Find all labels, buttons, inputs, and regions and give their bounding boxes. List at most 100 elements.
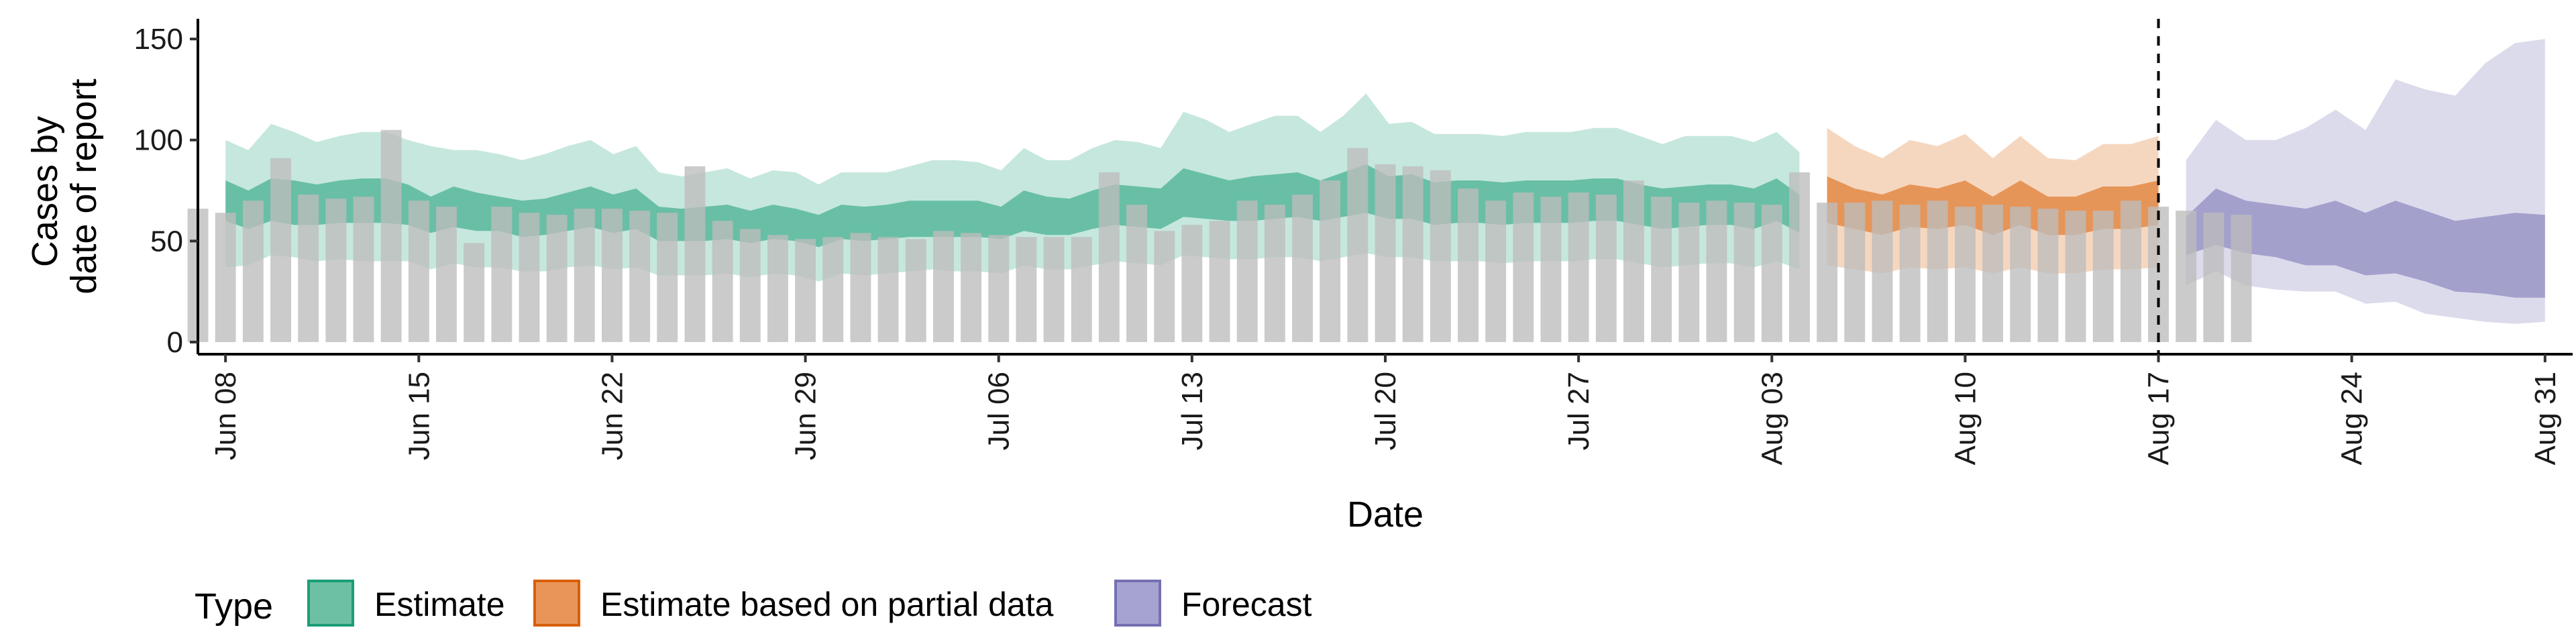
x-tick-label: Aug 24 — [2336, 372, 2369, 465]
reported-case-bar — [1513, 193, 1534, 342]
x-axis-ticks: Jun 08 Jun 15 Jun 22 Jun 29 Jul 06 Jul 13 Jul … — [209, 354, 2562, 465]
reported-case-bar — [1043, 237, 1065, 342]
reported-case-bar — [215, 213, 236, 342]
x-tick-label: Aug 17 — [2143, 372, 2176, 465]
reported-case-bar — [2037, 209, 2059, 342]
reported-case-bar — [464, 243, 485, 342]
reported-case-bar — [1595, 195, 1617, 342]
axes: 0 50 100 150 Jun 08 Jun 15 Jun 22 Jun 29 Jul 06… — [134, 19, 2573, 465]
reported-case-bar — [242, 201, 264, 342]
x-tick-label: Jul 20 — [1369, 372, 1402, 450]
reported-case-bar — [1347, 148, 1368, 343]
reported-case-bar — [519, 213, 540, 342]
x-tick-label: Aug 31 — [2529, 372, 2562, 465]
y-tick-label: 100 — [134, 124, 183, 157]
reported-case-bar — [2092, 211, 2114, 342]
reported-case-bar — [1181, 225, 1203, 342]
x-tick-label: Jun 15 — [402, 372, 435, 460]
reported-case-bar — [2176, 211, 2197, 342]
reported-case-bar — [795, 239, 816, 342]
reported-case-bar — [1071, 237, 1092, 342]
reported-case-bar — [1678, 203, 1700, 342]
reported-case-bar — [961, 233, 981, 342]
x-tick-label: Jun 22 — [596, 372, 629, 460]
y-axis-title-line-1: Cases by — [25, 116, 65, 267]
reported-case-bar — [2065, 211, 2086, 342]
reported-case-bar — [2231, 215, 2252, 342]
reported-case-bar — [408, 201, 429, 342]
x-tick-label: Aug 03 — [1756, 372, 1788, 465]
reported-case-bar — [1430, 170, 1451, 342]
reported-case-bar — [988, 235, 1010, 342]
x-tick-label: Jun 29 — [790, 372, 822, 460]
reported-case-bar — [1098, 172, 1120, 342]
reported-case-bar — [1485, 201, 1507, 342]
reported-case-bars — [187, 129, 2252, 343]
y-axis-ticks: 0 50 100 150 — [134, 23, 198, 359]
reported-case-bar — [1982, 205, 2003, 342]
reported-case-bar — [436, 207, 457, 342]
reported-case-bar — [2203, 213, 2224, 342]
reported-case-bar — [905, 239, 926, 342]
reported-case-bar — [1927, 201, 1948, 342]
reported-case-bar — [933, 231, 954, 342]
reported-case-bar — [1844, 203, 1866, 342]
x-tick-label: Aug 10 — [1949, 372, 1982, 465]
x-tick-label: Jul 06 — [983, 372, 1016, 450]
reported-case-bar — [767, 235, 788, 342]
reported-case-bar — [353, 197, 374, 342]
reported-case-bar — [629, 211, 651, 342]
reported-case-bar — [602, 209, 623, 342]
reported-case-bar — [850, 233, 871, 342]
x-tick-label: Jun 08 — [209, 372, 242, 460]
x-tick-label: Jul 27 — [1562, 372, 1595, 450]
reported-case-bar — [739, 229, 761, 342]
reported-case-bar — [1375, 164, 1396, 342]
reported-case-bar — [822, 237, 844, 342]
x-axis-title: Date — [1347, 494, 1424, 535]
reported-case-bar — [325, 199, 347, 342]
reported-case-bar — [1899, 205, 1921, 342]
y-axis-title-line-2: date of report — [64, 78, 104, 294]
reported-case-bar — [270, 158, 291, 342]
reported-case-bar — [684, 166, 706, 342]
reported-case-bar — [1292, 195, 1313, 342]
reported-case-bar — [546, 215, 568, 342]
forecast-band-50 — [2186, 189, 2545, 298]
y-axis-title: Cases by date of report — [25, 78, 104, 294]
reported-case-bar — [1236, 201, 1258, 342]
reported-case-bar — [1154, 231, 1175, 342]
reported-case-bar — [877, 237, 899, 342]
reported-case-bar — [1817, 203, 1838, 342]
reported-case-bar — [1126, 205, 1147, 342]
reported-case-bar — [1651, 197, 1672, 342]
y-tick-label: 150 — [134, 23, 183, 56]
legend-items: Estimate Estimate based on partial data Fo… — [307, 580, 1312, 627]
reported-case-bar — [1540, 197, 1562, 342]
reported-case-bar — [1872, 201, 1893, 342]
reported-case-bar — [1320, 180, 1341, 342]
legend-item-label: Forecast — [1181, 586, 1312, 623]
reported-case-bar — [1733, 203, 1755, 342]
reported-case-bar — [657, 213, 678, 342]
reported-case-bar — [712, 221, 733, 342]
reported-case-bar — [1209, 221, 1230, 342]
reported-case-bar — [1264, 205, 1285, 342]
legend-item-label: Estimate based on partial data — [600, 586, 1054, 623]
legend-item-label: Estimate — [374, 586, 505, 623]
reported-case-bar — [1568, 193, 1589, 342]
reported-case-bar — [1402, 166, 1424, 342]
legend-key — [307, 580, 354, 627]
reported-case-bar — [1789, 172, 1810, 342]
y-tick-label: 0 — [167, 326, 183, 359]
reported-case-bar — [2121, 201, 2141, 342]
x-tick-label: Jul 13 — [1176, 372, 1209, 450]
legend-key — [533, 580, 580, 627]
reported-case-bar — [1623, 180, 1644, 342]
reported-case-bar — [380, 129, 402, 342]
reported-case-bar — [1016, 237, 1037, 342]
reported-case-bar — [1706, 201, 1727, 342]
reported-case-bar — [298, 195, 319, 342]
reported-case-bar — [1955, 207, 1976, 342]
reported-case-bar — [2010, 207, 2031, 342]
